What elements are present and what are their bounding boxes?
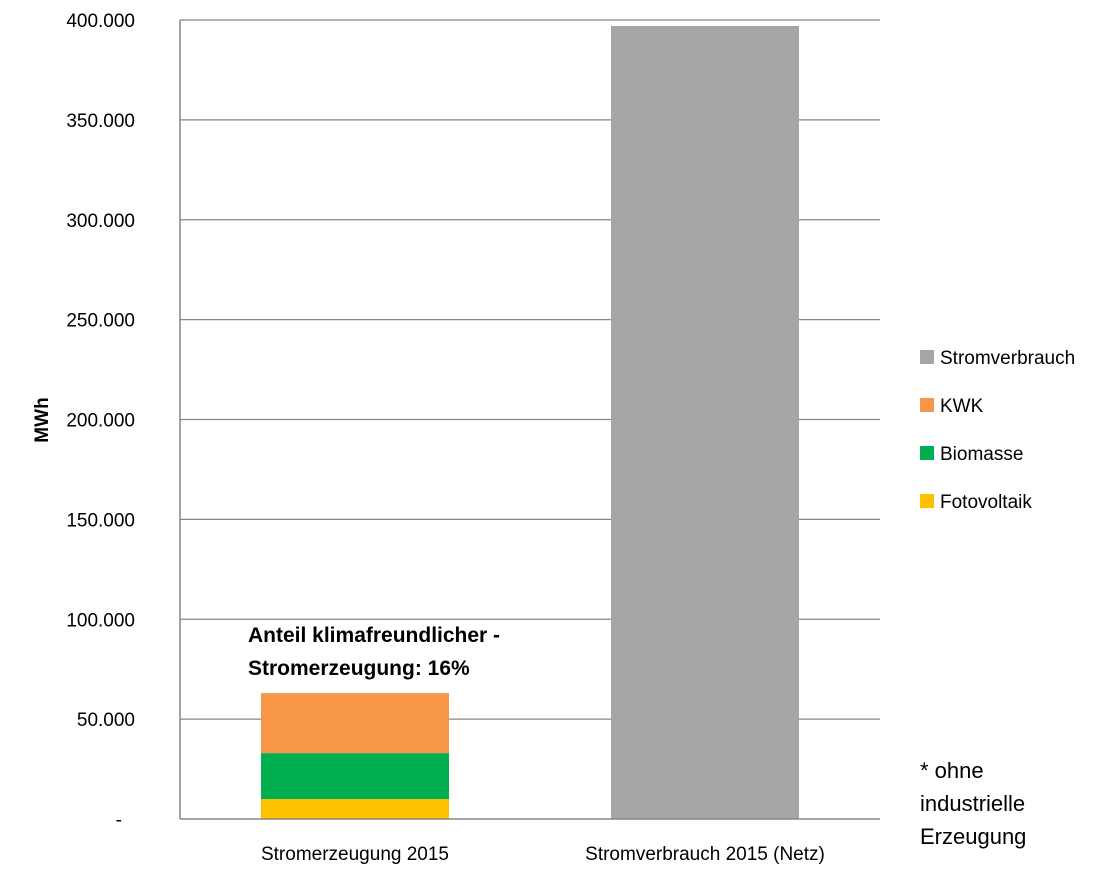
y-axis-title: MWh (32, 397, 53, 442)
y-tick-label: - (116, 810, 122, 831)
legend-item-kwk: KWK (920, 396, 984, 417)
legend: Stromverbrauch KWK Biomasse Fotovoltaik (920, 348, 1075, 513)
x-tick-label: Stromerzeugung 2015 (261, 844, 449, 865)
bar-segment-stromverbrauch (611, 25, 799, 820)
legend-label: Stromverbrauch (940, 348, 1075, 369)
y-tick-labels: - 50.000 100.000 150.000 200.000 250.000 300.0… (66, 11, 135, 831)
bar-segment-biomasse (261, 753, 449, 800)
footnote-line-2: industrielle (920, 791, 1025, 816)
y-tick-label: 300.000 (66, 211, 135, 232)
y-tick-label: 400.000 (66, 11, 135, 32)
x-tick-label: Stromverbrauch 2015 (Netz) (585, 844, 825, 865)
share-annotation-line-2: Stromerzeugung: 16% (248, 657, 470, 680)
footnote-line-1: * ohne (920, 758, 984, 783)
footnote-line-3: Erzeugung (920, 824, 1026, 849)
legend-item-stromverbrauch: Stromverbrauch (920, 348, 1075, 369)
y-tick-label: 100.000 (66, 610, 135, 631)
legend-swatch (920, 494, 934, 508)
bars (261, 25, 799, 820)
y-tick-label: 150.000 (66, 510, 135, 531)
axes (179, 20, 880, 820)
legend-item-biomasse: Biomasse (920, 444, 1023, 465)
gridlines (180, 19, 880, 720)
legend-label: Biomasse (940, 444, 1023, 465)
legend-swatch (920, 398, 934, 412)
legend-label: Fotovoltaik (940, 492, 1032, 513)
bar-segment-kwk (261, 693, 449, 754)
legend-swatch (920, 446, 934, 460)
legend-label: KWK (940, 396, 984, 417)
bar-segment-fotovoltaik (261, 799, 449, 819)
x-tick-labels: Stromerzeugung 2015 Stromverbrauch 2015 (… (261, 844, 825, 865)
legend-item-fotovoltaik: Fotovoltaik (920, 492, 1032, 513)
y-tick-label: 50.000 (77, 710, 135, 731)
y-tick-label: 350.000 (66, 111, 135, 132)
y-tick-label: 200.000 (66, 411, 135, 432)
legend-swatch (920, 350, 934, 364)
y-tick-label: 250.000 (66, 311, 135, 332)
share-annotation: Anteil klimafreundlicher - (248, 624, 500, 647)
